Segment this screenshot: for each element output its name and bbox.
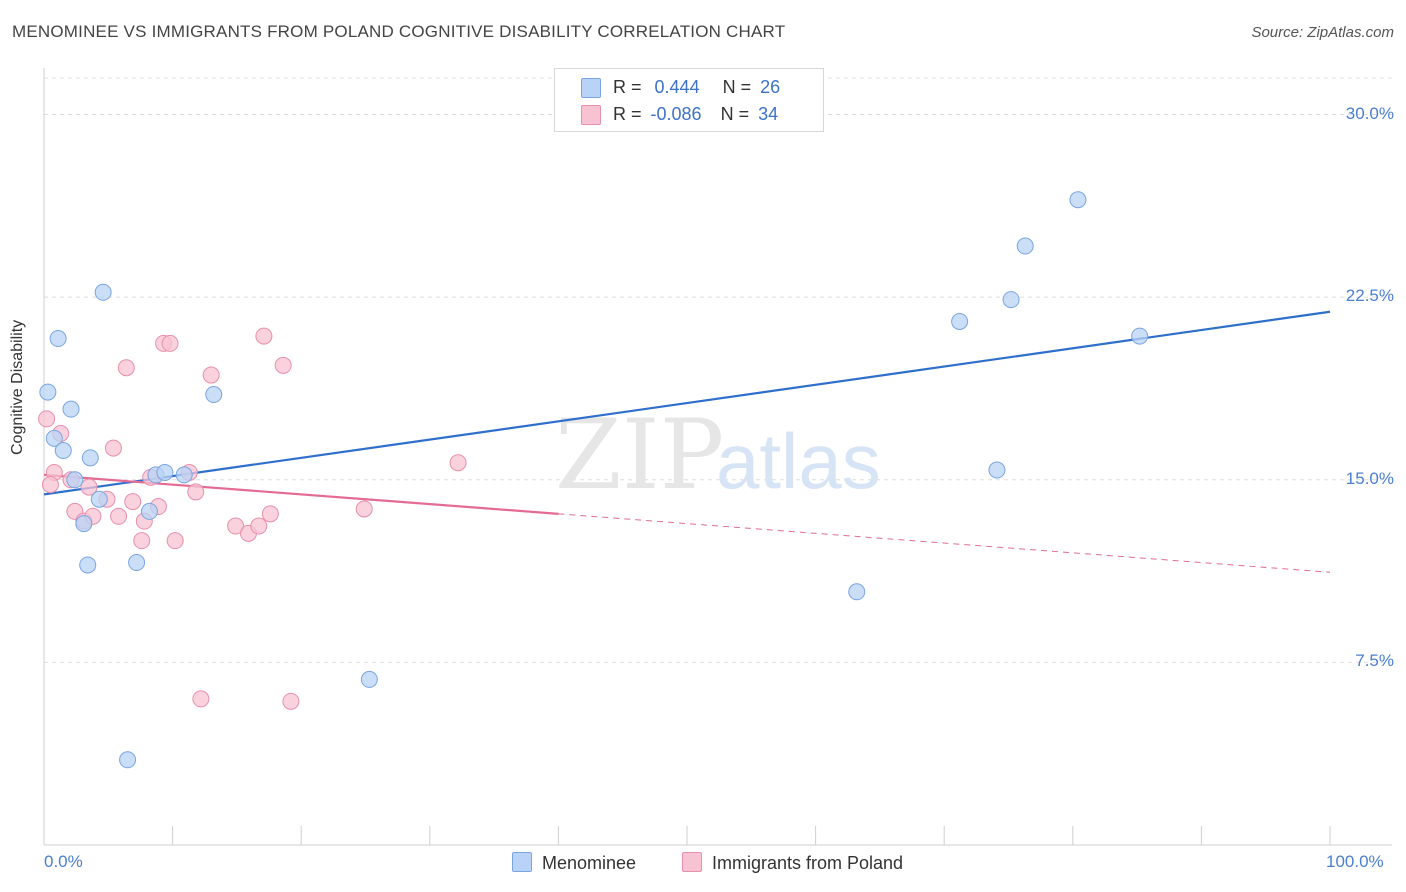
- legend-n-label: N =: [722, 77, 752, 97]
- trend-line-poland: [43, 473, 559, 515]
- bottom-legend-swatch-blue: [512, 852, 532, 872]
- legend-r-label: R =: [613, 104, 642, 124]
- data-point-menominee: [90, 490, 108, 508]
- x-tick-label-max: 100.0%: [1326, 852, 1384, 871]
- data-point-poland: [274, 356, 292, 374]
- legend-n-label: N =: [720, 104, 750, 124]
- data-point-menominee: [951, 312, 969, 330]
- data-point-menominee: [988, 461, 1006, 479]
- legend-r-value: -0.086: [650, 104, 702, 124]
- data-point-menominee: [94, 283, 112, 301]
- data-point-poland: [202, 366, 220, 384]
- data-point-poland: [355, 500, 373, 518]
- data-point-menominee: [54, 442, 72, 460]
- data-point-poland: [38, 410, 56, 428]
- data-point-poland: [41, 476, 59, 494]
- data-point-poland: [166, 532, 184, 550]
- trend-line-menominee: [43, 310, 1331, 496]
- watermark-zip: ZIP: [555, 399, 724, 511]
- bottom-legend-swatch-pink: [682, 852, 702, 872]
- data-point-menominee: [140, 502, 158, 520]
- data-point-menominee: [1016, 237, 1034, 255]
- bottom-legend-label: Menominee: [542, 853, 637, 873]
- legend-swatch-blue: [581, 78, 601, 98]
- data-point-menominee: [81, 449, 99, 467]
- axes: [43, 68, 1392, 846]
- data-point-menominee: [1069, 191, 1087, 209]
- data-point-poland: [133, 532, 151, 550]
- bottom-legend-poland: Immigrants from Poland: [682, 852, 903, 874]
- y-tick-label: 15.0%: [1345, 468, 1394, 488]
- watermark-atlas: atlas: [716, 417, 881, 505]
- data-point-poland: [161, 334, 179, 352]
- legend-n-value: 26: [760, 77, 781, 97]
- y-axis-label: Cognitive Disability: [9, 319, 26, 455]
- data-point-poland: [261, 505, 279, 523]
- data-point-poland: [124, 493, 142, 511]
- scatter-points: [38, 191, 1149, 769]
- data-point-poland: [227, 517, 245, 535]
- x-tick-label-min: 0.0%: [44, 852, 83, 871]
- data-point-poland: [110, 507, 128, 525]
- data-point-menominee: [128, 554, 146, 572]
- data-point-menominee: [1002, 291, 1020, 309]
- trend-line-poland-extension: [558, 513, 1331, 573]
- data-point-menominee: [49, 330, 67, 348]
- data-point-menominee: [62, 400, 80, 418]
- y-tick-label: 30.0%: [1345, 103, 1394, 123]
- data-point-poland: [282, 692, 300, 710]
- legend-n-value: 34: [758, 104, 779, 124]
- y-tick-label: 22.5%: [1345, 286, 1394, 306]
- bottom-legend-menominee: Menominee: [512, 852, 636, 874]
- data-point-menominee: [66, 471, 84, 489]
- data-point-menominee: [205, 386, 223, 404]
- legend-r-label: R =: [613, 77, 642, 97]
- data-point-menominee: [156, 463, 174, 481]
- legend-r-value: 0.444: [654, 77, 700, 97]
- data-point-poland: [117, 359, 135, 377]
- data-point-menominee: [79, 556, 97, 574]
- data-point-menominee: [360, 670, 378, 688]
- data-point-poland: [104, 439, 122, 457]
- data-point-menominee: [45, 429, 63, 447]
- data-point-menominee: [848, 583, 866, 601]
- legend-swatch-pink: [581, 105, 601, 125]
- trend-lines: [43, 310, 1331, 573]
- data-point-menominee: [175, 466, 193, 484]
- bottom-legend-label: Immigrants from Poland: [712, 853, 904, 873]
- data-point-poland: [187, 483, 205, 501]
- grid-lines: [44, 77, 1392, 663]
- chart-title: MENOMINEE VS IMMIGRANTS FROM POLAND COGN…: [12, 22, 786, 41]
- data-point-poland: [255, 327, 273, 345]
- source-label: Source: ZipAtlas.com: [1251, 24, 1394, 41]
- data-point-menominee: [75, 515, 93, 533]
- correlation-legend: R = 0.444 N = 26 R = -0.086 N = 34: [554, 68, 824, 132]
- data-point-poland: [250, 517, 268, 535]
- data-point-menominee: [39, 383, 57, 401]
- data-point-poland: [192, 690, 210, 708]
- data-point-poland: [80, 478, 98, 496]
- data-point-menominee: [119, 751, 137, 769]
- y-tick-label: 7.5%: [1355, 651, 1394, 671]
- data-point-poland: [449, 454, 467, 472]
- data-point-menominee: [1131, 327, 1149, 345]
